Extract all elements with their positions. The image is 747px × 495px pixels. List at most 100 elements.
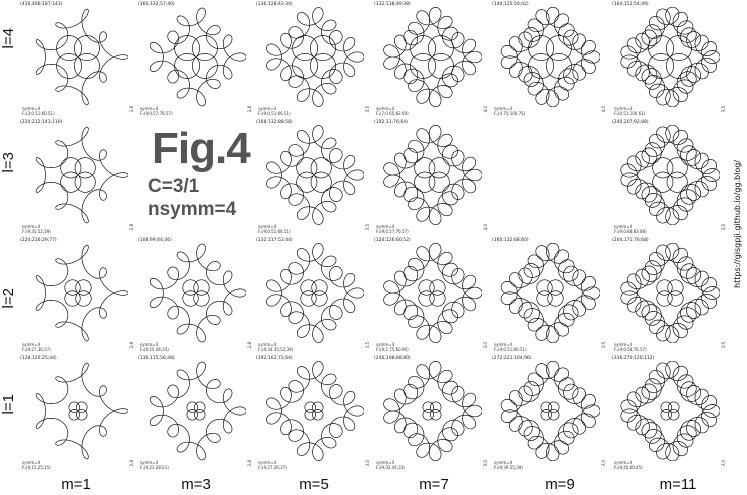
cell-parameters: (108;99;44;36) <box>138 238 172 243</box>
symmetry-text: symm=4 <box>140 460 159 465</box>
cell-parameters: (140;125;50;42) <box>492 2 529 7</box>
symmetry-text: symm=4 <box>614 342 633 347</box>
plot-cell: (168;132;88;58) symm=4 F₁(9;0.51;66.51) 3.5 <box>254 120 374 236</box>
plot-cell: (192;11;76;64) symm=4 F₁(9;0.57;76.57) 4.0 <box>372 120 492 236</box>
cell-scale: 3.0 <box>365 459 370 466</box>
curve-path <box>266 361 364 461</box>
roulette-curve <box>620 125 720 225</box>
roulette-curve <box>149 7 246 107</box>
cell-symmetry: symm=4 F₁(9;45.60;45) <box>614 460 643 470</box>
symmetry-text: symm=4 <box>376 460 395 465</box>
row-label-l4: l=4 <box>0 28 17 49</box>
plot-cell: (136;128;42;34) symm=4 F₁(9;0.51;66.51) 3.5 <box>254 2 374 118</box>
row-label-l1: l=1 <box>0 394 17 415</box>
symmetry-text: symm=4 <box>494 342 513 347</box>
cell-symmetry: symm=4 F₁(9;25.44;33) <box>140 342 169 352</box>
symmetry-text: symm=4 <box>614 106 633 111</box>
cell-parameters: (136;115;56;48) <box>138 356 175 361</box>
curve-path <box>35 362 128 460</box>
cell-scale: 3.0 <box>483 341 488 348</box>
roulette-curve <box>500 361 600 461</box>
formula-text: F₁(9;0.57;76.57) <box>376 229 409 234</box>
symmetry-text: symm=4 <box>140 342 159 347</box>
blog-url: https://gisgpji.github.io/gg.blog/ <box>733 160 742 288</box>
cell-symmetry: symm=4 F₁(9;0.51;66.51) <box>494 342 527 352</box>
symmetry-text: symm=4 <box>258 342 277 347</box>
symmetry-text: symm=4 <box>376 342 395 347</box>
plot-cell: (136;115;56;48) symm=4 F₁(9;21.28;21) 2.8 <box>136 356 256 472</box>
cell-parameters: (160;132;57;40) <box>138 2 175 7</box>
curve-path <box>620 243 720 343</box>
cell-symmetry: symm=4 F₁(9;0.57;76.57) <box>376 224 409 234</box>
symmetry-text: symm=4 <box>258 224 277 229</box>
roulette-curve <box>35 362 128 460</box>
cell-scale: 3.0 <box>601 459 606 466</box>
cell-parameters: (164;152;54;49) <box>612 2 649 7</box>
plot-cell: (336;270;120;112) symm=4 F₁(9;45.60;45) 3.0 <box>610 356 730 472</box>
plot-cell: (204;171;76;68) symm=4 F₁(9;0.58;76.57) 3.5 <box>610 238 730 354</box>
roulette-curve <box>266 7 364 107</box>
formula-text: F₁(9;39.55;39) <box>494 465 523 470</box>
roulette-curve <box>149 361 246 461</box>
cell-parameters: (240;207;92;88) <box>612 120 649 125</box>
cell-parameters: (192;11;76;64) <box>374 120 408 125</box>
formula-text: F₁(9;0.58;76.57) <box>614 347 647 352</box>
formula-text: F₁(9;0.51;66.51) <box>258 111 291 116</box>
curve-path <box>149 243 246 343</box>
cell-scale: 2.8 <box>129 341 134 348</box>
formula-text: F₁(7;0.65;82.69) <box>376 111 409 116</box>
cell-symmetry: symm=4 F₁(9;35.52;39) <box>22 224 51 234</box>
curve-path <box>266 125 364 225</box>
cell-symmetry: symm=4 F₁(9;33.44;33) <box>376 460 405 470</box>
formula-text: F₁(9;35.52;39) <box>22 229 51 234</box>
cell-symmetry: symm=4 F₁(7;0.65;82.69) <box>376 106 409 116</box>
cell-parameters: (160;132;68;60) <box>492 238 529 243</box>
cell-scale: 3.5 <box>721 223 726 230</box>
formula-text: F₁(4.75;100.75) <box>494 111 526 116</box>
plot-cell: (220;212;143;110) symm=4 F₁(9;35.52;39) 2.8 <box>18 120 138 236</box>
col-label-m7: m=7 <box>419 476 449 493</box>
row-label-l2: l=2 <box>0 288 17 309</box>
formula-text: F₁(0.51;100.61) <box>614 111 646 116</box>
symmetry-text: symm=4 <box>22 106 41 111</box>
curve-path <box>383 243 482 343</box>
cell-parameters: (192;162;72;64) <box>256 356 293 361</box>
formula-text: F₁(3;0.51;60.51) <box>22 111 55 116</box>
col-label-m11: m=11 <box>659 476 697 493</box>
cell-parameters: (136;128;42;34) <box>256 2 293 7</box>
formula-text: F₁(9;0.51;66.51) <box>258 229 291 234</box>
col-label-m9: m=9 <box>545 476 575 493</box>
formula-text: F₁(9;25.44;33) <box>140 347 169 352</box>
roulette-curve <box>500 243 600 343</box>
roulette-curve <box>149 243 246 343</box>
cell-scale: 3.5 <box>365 223 370 230</box>
col-label-m1: m=1 <box>61 476 91 493</box>
cell-parameters: (272;221;104;96) <box>492 356 532 361</box>
symmetry-text: symm=4 <box>494 460 513 465</box>
formula-text: F₁(9;27.36;37) <box>258 465 287 470</box>
cell-symmetry: symm=4 F₁(0.51;100.61) <box>614 106 645 116</box>
symmetry-text: symm=4 <box>258 460 277 465</box>
curve-path <box>383 125 482 225</box>
formula-text: F₁(9;15.25;15) <box>22 465 51 470</box>
plot-cell: (240;198;88;80) symm=4 F₁(9;33.44;33) 3.0 <box>372 356 492 472</box>
cell-symmetry: symm=4 F₁(9;21.28;21) <box>140 460 169 470</box>
plot-cell: (164;152;54;49) symm=4 F₁(0.51;100.61) 3.5 <box>610 2 730 118</box>
curve-path <box>500 361 600 461</box>
roulette-curve <box>620 7 720 107</box>
curve-path <box>383 7 482 107</box>
cell-scale: 4.0 <box>483 105 488 112</box>
symmetry-text: symm=4 <box>376 224 395 229</box>
symmetry-text: symm=4 <box>494 106 513 111</box>
cell-symmetry: symm=4 F₁(9;27.36;37) <box>258 460 287 470</box>
curve-path <box>620 7 720 107</box>
cell-parameters: (336;270;120;112) <box>612 356 655 361</box>
constant-line: C=3/1 <box>148 176 200 197</box>
plot-cell: (192;162;72;64) symm=4 F₁(9;27.36;37) 3.0 <box>254 356 374 472</box>
roulette-curve <box>266 125 364 225</box>
plot-cell: (128;120;25;44) symm=4 F₁(9;15.25;15) 2.8 <box>18 356 138 472</box>
cell-scale: 2.8 <box>129 105 134 112</box>
curve-path <box>383 361 482 461</box>
plot-cell: (272;221;104;96) symm=4 F₁(9;39.55;39) 3.0 <box>490 356 610 472</box>
cell-scale: 2.8 <box>129 459 134 466</box>
